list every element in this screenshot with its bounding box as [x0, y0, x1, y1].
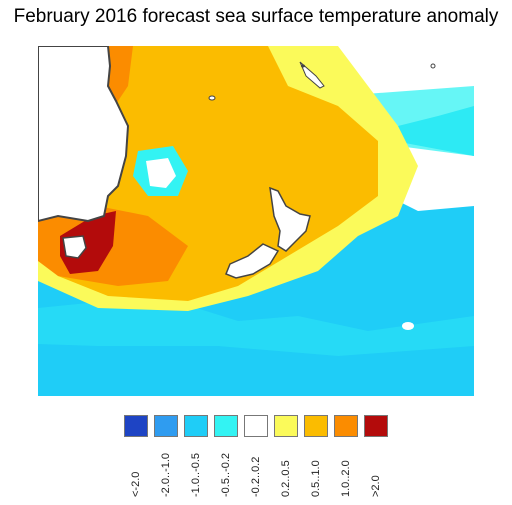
legend-label-8: 1.0..2.0 — [340, 460, 352, 497]
legend-swatch-7 — [304, 415, 328, 437]
tasmania-land — [62, 235, 87, 259]
new-caledonia — [299, 61, 325, 89]
legend-swatch-2 — [154, 415, 178, 437]
legend-label-7: 0.5..1.0 — [310, 460, 322, 497]
sst-anomaly-map — [38, 46, 474, 396]
small-island — [301, 64, 305, 68]
australia-land — [38, 46, 130, 223]
legend-label-2: -2.0..-1.0 — [160, 452, 172, 497]
legend-swatch-6 — [274, 415, 298, 437]
legend-label-1: <-2.0 — [130, 471, 142, 497]
legend-swatch-3 — [184, 415, 208, 437]
legend-label-5: -0.2..0.2 — [250, 456, 262, 497]
small-island-2 — [430, 63, 436, 69]
legend-label-6: 0.2..0.5 — [280, 460, 292, 497]
nz-south-island — [225, 243, 280, 279]
extreme-patch — [60, 211, 116, 274]
legend-swatch-8 — [334, 415, 358, 437]
color-legend: <-2.0 -2.0..-1.0 -1.0..-0.5 -0.5..-0.2 -… — [124, 415, 394, 505]
white-speck — [402, 322, 414, 330]
nz-north-island — [269, 186, 311, 252]
legend-swatch-4 — [214, 415, 238, 437]
legend-swatch-1 — [124, 415, 148, 437]
legend-label-4: -0.5..-0.2 — [220, 452, 232, 497]
legend-label-3: -1.0..-0.5 — [190, 452, 202, 497]
cyan-patch-south — [38, 296, 474, 356]
legend-label-9: >2.0 — [370, 475, 382, 497]
legend-swatch-5 — [244, 415, 268, 437]
lord-howe-island — [208, 95, 216, 101]
chart-title: February 2016 forecast sea surface tempe… — [13, 6, 499, 27]
cyan-pocket-core — [146, 158, 176, 188]
legend-swatch-9 — [364, 415, 388, 437]
